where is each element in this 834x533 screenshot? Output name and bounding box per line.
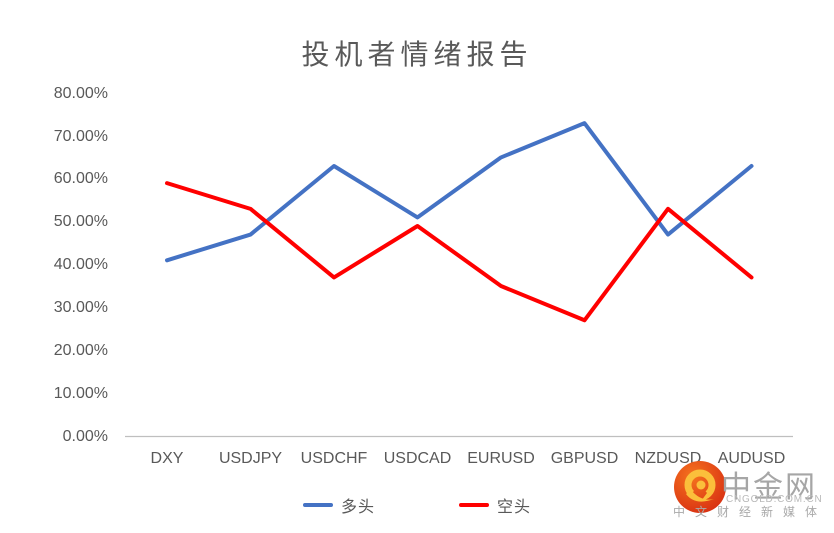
y-tick-label: 30.00%	[53, 298, 108, 316]
y-tick-label: 50.00%	[53, 213, 108, 231]
series-line-多头	[165, 121, 754, 263]
legend-label: 多头	[340, 499, 375, 516]
y-tick-label: 20.00%	[53, 341, 108, 359]
x-tick-label: NZDUSD	[634, 450, 702, 467]
y-tick-label: 0.00%	[62, 427, 108, 445]
x-tick-label: EURUSD	[467, 450, 535, 467]
legend: 多头 空头	[0, 493, 834, 517]
x-tick-label: GBPUSD	[550, 450, 619, 467]
x-tick-label: USDCAD	[383, 450, 452, 467]
y-tick-label: 10.00%	[53, 384, 108, 402]
x-tick-label: USDCHF	[300, 450, 368, 467]
y-tick-label: 80.00%	[53, 84, 108, 102]
legend-label: 空头	[497, 499, 532, 516]
legend-item-多头: 多头	[302, 493, 375, 517]
x-tick-label: AUDUSD	[717, 450, 786, 467]
x-tick-label: USDJPY	[218, 450, 283, 467]
x-tick-label: DXY	[150, 450, 184, 467]
y-tick-label: 60.00%	[53, 170, 108, 188]
chart-title: 投机者情绪报告	[301, 39, 533, 70]
legend-item-空头: 空头	[459, 493, 531, 517]
y-tick-label: 40.00%	[53, 256, 108, 274]
legend-line-swatch	[302, 503, 333, 507]
y-tick-label: 70.00%	[53, 127, 108, 145]
series-line-空头	[165, 181, 754, 323]
legend-line-swatch	[459, 503, 489, 507]
